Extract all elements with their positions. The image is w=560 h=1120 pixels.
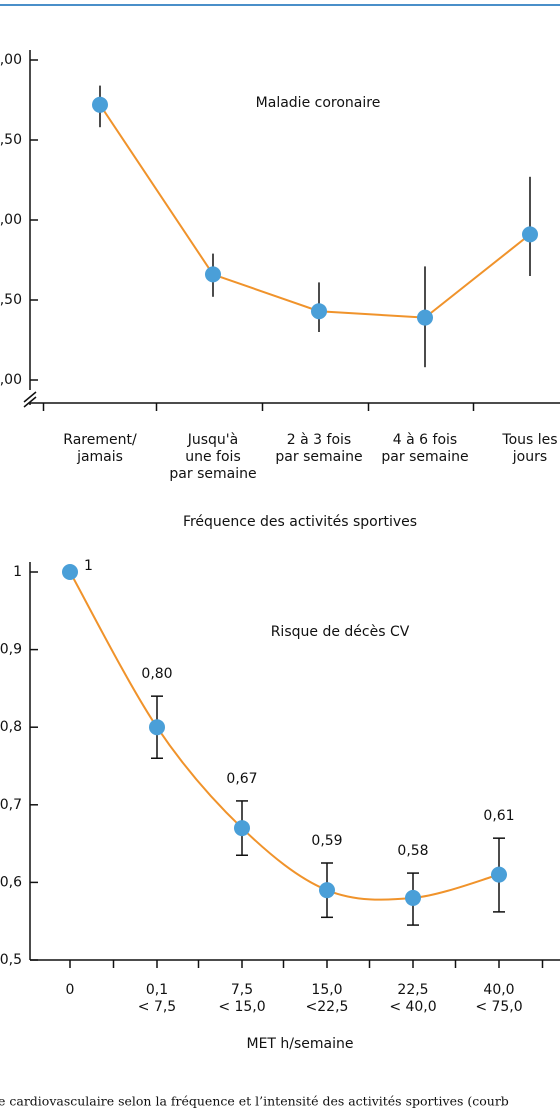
x-tick-label: 7,5 < 15,0 xyxy=(218,982,265,1015)
data-label: 0,80 xyxy=(141,666,172,682)
y-tick-label: 0,6 xyxy=(0,874,22,890)
x-tick-label: 0 xyxy=(66,982,75,998)
axis-break xyxy=(23,391,37,403)
y-tick-label: 2,00 xyxy=(0,212,22,228)
y-tick-label: 1 xyxy=(13,564,22,580)
x-tick-label: 40,0 < 75,0 xyxy=(475,982,522,1015)
y-tick-label: 0,9 xyxy=(0,642,22,658)
x-tick-label: 15,0 <22,5 xyxy=(306,982,349,1015)
y-tick-label: 3,00 xyxy=(0,52,22,68)
x-tick-label: Tous les jours xyxy=(501,432,557,465)
y-tick-label: 0,8 xyxy=(0,719,22,735)
data-label: 0,67 xyxy=(226,771,257,787)
x-axis-title: Fréquence des activités sportives xyxy=(183,514,417,530)
x-tick-label: 0,1 < 7,5 xyxy=(138,982,176,1015)
marker xyxy=(149,719,165,736)
y-tick-label: 0,5 xyxy=(0,952,22,968)
x-tick-label: Rarement/jamais xyxy=(63,432,137,465)
marker xyxy=(319,882,335,899)
marker xyxy=(405,889,421,906)
marker xyxy=(417,309,433,326)
marker xyxy=(234,820,250,837)
data-label: 0,61 xyxy=(483,808,514,824)
data-label: 0,58 xyxy=(397,843,428,859)
x-axis-title: MET h/semaine xyxy=(246,1036,353,1052)
marker xyxy=(62,564,78,580)
marker xyxy=(205,266,221,283)
x-tick-label: 4 à 6 fois par semaine xyxy=(381,432,468,465)
marker xyxy=(491,866,507,883)
x-tick-label: Jusqu'à une fois par semaine xyxy=(169,432,256,482)
x-tick-label: 2 à 3 fois par semaine xyxy=(275,432,362,465)
marker xyxy=(92,96,108,113)
data-label: 0,59 xyxy=(311,833,342,849)
series-line xyxy=(69,571,500,901)
marker xyxy=(522,226,538,243)
y-tick-label: 1,00 xyxy=(0,372,22,388)
x-tick-label: 22,5 < 40,0 xyxy=(389,982,436,1015)
annotation: Risque de décès CV xyxy=(271,624,410,640)
annotation: Maladie coronaire xyxy=(256,95,381,111)
y-tick-label: 1,50 xyxy=(0,292,22,308)
y-tick-label: 2,50 xyxy=(0,132,22,148)
data-label: 1 xyxy=(84,558,93,574)
caption: e cardiovasculaire selon la fréquence et… xyxy=(0,1094,509,1109)
y-tick-label: 0,7 xyxy=(0,797,22,813)
series-line xyxy=(99,104,531,319)
marker xyxy=(311,303,327,320)
axis-break xyxy=(23,396,37,408)
